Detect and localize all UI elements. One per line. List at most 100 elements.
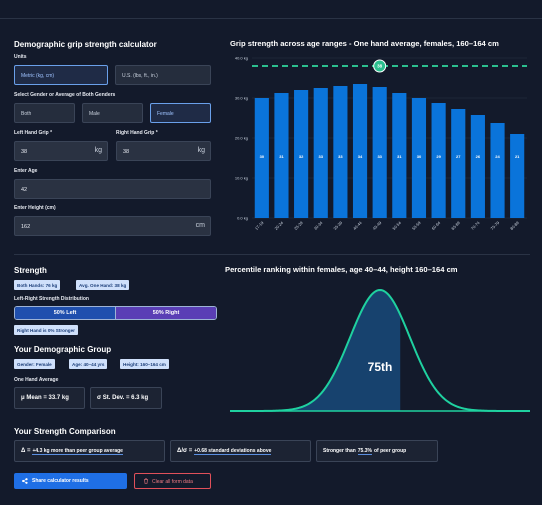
gender-label: Select Gender or Average of Both Genders — [14, 92, 116, 98]
bar — [313, 88, 328, 218]
value-label: 33 — [319, 154, 324, 159]
value-label: 31 — [397, 154, 402, 159]
x-tick-label: 35-39 — [332, 220, 343, 231]
left-grip-label: Left Hand Grip * — [14, 130, 53, 136]
comparison-box: Δ/σ = +0.68 standard deviations above — [170, 440, 311, 462]
highlight: +0.68 standard deviations above — [194, 448, 272, 455]
chart-title: Percentile ranking within females, age 4… — [225, 265, 458, 274]
y-tick-label: 20.0 kg — [235, 136, 248, 141]
x-tick-label: 65-69 — [450, 220, 461, 231]
value-label: 31 — [279, 154, 284, 159]
bar — [510, 134, 525, 218]
height-label: Enter Height (cm) — [14, 205, 56, 211]
highlight: +4.3 kg more than peer group average — [32, 448, 123, 455]
reference-marker — [373, 59, 387, 73]
bar — [392, 93, 407, 218]
distribution-label: Left-Right Strength Distribution — [14, 296, 89, 302]
chart-title: Grip strength across age ranges - One ha… — [230, 39, 499, 48]
badge: Gender: Female — [14, 359, 55, 369]
age-label: Enter Age — [14, 168, 38, 174]
value-label: 24 — [495, 154, 500, 159]
right-grip-label: Right Hand Grip * — [116, 130, 158, 136]
highlight: 75.3% — [357, 448, 372, 455]
value-label: 21 — [515, 154, 520, 159]
x-tick-label: 17-19 — [254, 220, 265, 231]
unit-button[interactable]: U.S. (lbs, ft., in.) — [115, 65, 211, 85]
gender-button[interactable]: Both — [14, 103, 75, 123]
bar — [352, 84, 368, 218]
bar — [294, 90, 309, 218]
right-grip-input[interactable]: 38 kg — [116, 141, 211, 161]
bar — [451, 109, 466, 218]
button-label: Share calculator results — [32, 478, 89, 484]
height-input[interactable]: 162 cm — [14, 216, 211, 236]
reference-label: 38 — [377, 64, 383, 69]
badge: Both Hands: 76 kg — [14, 280, 61, 290]
input-value: 38 — [21, 149, 28, 155]
separator — [14, 254, 530, 255]
x-tick-label: 30-34 — [313, 220, 324, 231]
share-button[interactable]: Share calculator results — [14, 473, 127, 489]
x-tick-label: 40-44 — [352, 220, 363, 231]
y-tick-label: 40.0 kg — [235, 56, 248, 61]
form-title: Demographic grip strength calculator — [14, 40, 157, 49]
input-unit: kg — [197, 147, 205, 154]
clear-button[interactable]: Clear all form data — [134, 473, 211, 489]
x-tick-label: 20-24 — [273, 220, 284, 231]
percentile-label: 75th — [368, 360, 393, 374]
percentile-area — [230, 290, 401, 411]
y-tick-label: 30.0 kg — [235, 96, 248, 101]
badge: Age: 40–44 yrs — [69, 359, 108, 369]
avg-label: One Hand Average — [14, 377, 59, 383]
left-grip-input[interactable]: 38 kg — [14, 141, 108, 161]
bar — [254, 98, 269, 218]
bar — [372, 87, 387, 218]
age-input[interactable]: 42 — [14, 179, 211, 199]
x-tick-label: 60-64 — [431, 220, 442, 231]
comparison-box: Δ = +4.3 kg more than peer group average — [14, 440, 165, 462]
value-label: 29 — [436, 154, 441, 159]
input-value: 162 — [21, 224, 31, 230]
y-tick-label: 10.0 kg — [235, 176, 248, 181]
separator — [0, 18, 542, 19]
prefix: Stronger than — [323, 448, 356, 454]
trash-icon — [144, 478, 148, 484]
bar — [431, 103, 446, 218]
input-unit: kg — [94, 147, 102, 154]
share-icon — [22, 478, 28, 484]
section-title: Your Strength Comparison — [14, 427, 116, 436]
suffix: of peer group — [373, 448, 407, 454]
right-share: 50% Right — [115, 307, 216, 319]
value-label: 30 — [260, 154, 265, 159]
value-label: 34 — [358, 154, 363, 159]
prefix: Δ = — [21, 448, 31, 454]
distribution-bar: 50% Left 50% Right — [14, 306, 217, 320]
stat-box: σ St. Dev. = 6.3 kg — [90, 387, 162, 409]
badge: Avg. One Hand: 38 kg — [76, 280, 130, 290]
left-share: 50% Left — [15, 307, 115, 319]
x-tick-label: 25-29 — [293, 220, 304, 231]
x-tick-label: 50-54 — [391, 220, 402, 231]
x-tick-label: 70-74 — [470, 220, 481, 231]
badge: Right Hand is 0% Stronger — [14, 325, 78, 335]
value-label: 32 — [299, 154, 304, 159]
gender-button[interactable]: Male — [82, 103, 143, 123]
input-value: 38 — [123, 149, 130, 155]
unit-button[interactable]: Metric (kg, cm) — [14, 65, 108, 85]
stat-box: μ Mean = 33.7 kg — [14, 387, 85, 409]
bar — [470, 115, 485, 218]
y-tick-label: 0.0 kg — [237, 216, 248, 221]
input-value: 42 — [21, 187, 28, 193]
value-label: 27 — [456, 154, 461, 159]
section-title: Strength — [14, 266, 47, 275]
section-title: Your Demographic Group — [14, 345, 112, 354]
bar — [333, 86, 348, 218]
x-tick-label: 55-59 — [411, 220, 422, 231]
value-label: 30 — [417, 154, 422, 159]
gender-button[interactable]: Female — [150, 103, 211, 123]
value-label: 33 — [377, 154, 382, 159]
value-label: 33 — [338, 154, 343, 159]
button-label: Clear all form data — [152, 479, 193, 485]
x-tick-label: 80-89 — [509, 220, 520, 231]
